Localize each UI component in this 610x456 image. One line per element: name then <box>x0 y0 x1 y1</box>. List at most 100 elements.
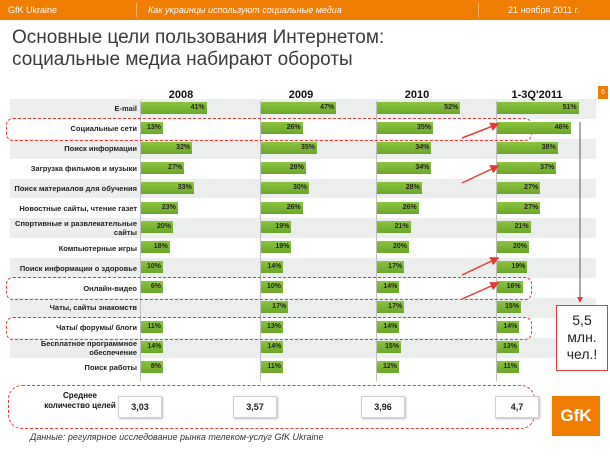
bar-value-label: 15% <box>504 303 519 310</box>
bar <box>261 181 309 194</box>
bar-value-label: 13% <box>146 123 161 131</box>
bar <box>141 241 170 254</box>
bar-value-label: 19% <box>511 263 526 271</box>
bar-value-label: 20% <box>156 223 171 231</box>
category-label: Поиск информации <box>64 144 137 154</box>
bar <box>497 181 541 194</box>
bar <box>261 201 303 214</box>
bar <box>377 141 432 154</box>
bar-value-label: 32% <box>176 143 191 151</box>
bar <box>261 281 283 294</box>
page-title: Основные цели пользования Интернетом: со… <box>12 27 572 71</box>
bar <box>497 261 528 274</box>
bar <box>497 340 519 353</box>
bar-value-label: 19% <box>275 223 290 231</box>
bar-value-label: 41% <box>190 104 205 111</box>
category-label: Онлайн-видео <box>83 283 137 293</box>
bar <box>377 102 461 114</box>
bar-value-label: 26% <box>402 203 417 211</box>
bar-value-label: 8% <box>150 362 161 370</box>
category-label: Бесплатное программное обеспечение <box>40 338 137 357</box>
bar <box>141 261 163 274</box>
bar-value-label: 51% <box>562 104 577 111</box>
bar <box>497 360 519 373</box>
arrow-icon <box>461 281 500 300</box>
bar-value-label: 21% <box>514 223 529 231</box>
period-header: 2008 <box>168 89 194 101</box>
bar <box>497 141 558 154</box>
average-value: 3,57 <box>233 396 277 418</box>
bar-value-label: 30% <box>292 183 307 191</box>
column-divider <box>140 101 141 381</box>
bar <box>497 161 557 174</box>
page-number: 6 <box>598 86 608 99</box>
bar <box>141 281 163 294</box>
category-label: Чаты/ форумы/ блоги <box>56 323 137 333</box>
bar-value-label: 14% <box>503 322 518 330</box>
header-separator <box>478 3 479 17</box>
bar <box>261 161 306 174</box>
bar-value-label: 14% <box>267 342 282 350</box>
bar <box>141 360 163 373</box>
bar-value-label: 27% <box>168 163 183 171</box>
bar <box>377 281 400 294</box>
category-label: Компьютерные игры <box>58 243 137 253</box>
bar <box>497 281 523 294</box>
column-divider <box>260 101 261 381</box>
bar <box>261 241 292 254</box>
period-header: 2009 <box>288 89 314 101</box>
header-brand: GfK Ukraine <box>8 5 58 15</box>
bar-value-label: 52% <box>444 104 459 111</box>
bar <box>377 360 399 373</box>
bar-value-label: 14% <box>383 283 398 291</box>
bar-value-label: 38% <box>541 143 556 151</box>
bar <box>377 340 401 353</box>
bar <box>261 102 337 114</box>
bar-value-label: 11% <box>147 322 161 330</box>
bar-value-label: 10% <box>266 283 281 291</box>
bar <box>377 121 433 134</box>
callout-line: 5,5 <box>572 312 592 328</box>
bar-value-label: 34% <box>415 163 430 171</box>
header-separator <box>136 3 137 17</box>
bar <box>261 261 284 274</box>
bar <box>141 221 173 234</box>
category-label: Поиск информации о здоровье <box>19 263 137 273</box>
bar <box>497 102 579 114</box>
bar <box>497 320 520 333</box>
bar-value-label: 16% <box>506 283 521 291</box>
bar-value-label: 18% <box>153 243 168 251</box>
bar-value-label: 23% <box>161 203 176 211</box>
bar-value-label: 28% <box>289 163 304 171</box>
bar <box>377 161 432 174</box>
highlight-box <box>6 277 532 300</box>
bar-value-label: 17% <box>388 303 403 310</box>
header-date: 21 ноября 2011 г. <box>508 5 580 15</box>
bar-value-label: 34% <box>415 143 430 151</box>
bar <box>141 102 207 114</box>
bar <box>261 301 289 313</box>
bar-value-label: 33% <box>177 183 192 191</box>
bar <box>141 201 178 214</box>
bar <box>141 141 193 154</box>
bar-value-label: 12% <box>382 362 397 370</box>
bar <box>497 241 529 254</box>
bar-value-label: 13% <box>266 322 281 330</box>
bar-value-label: 15% <box>384 342 399 350</box>
bar-value-label: 14% <box>147 342 162 350</box>
source-note: Данные: регулярное исследование рынка те… <box>30 432 324 442</box>
bar <box>377 221 411 234</box>
bar-value-label: 19% <box>275 243 290 251</box>
arrow-icon <box>461 257 500 276</box>
average-label: Среднее количество целей <box>44 391 116 410</box>
bar <box>261 320 283 333</box>
bar-value-label: 26% <box>286 123 301 131</box>
bar-value-label: 13% <box>502 342 517 350</box>
category-label: E-mail <box>114 104 137 114</box>
bar-value-label: 17% <box>388 263 403 271</box>
bar-value-label: 10% <box>146 263 161 271</box>
category-label: Социальные сети <box>70 124 137 134</box>
page-title-line2: социальные медиа набирают обороты <box>12 49 353 70</box>
bar <box>261 221 292 234</box>
